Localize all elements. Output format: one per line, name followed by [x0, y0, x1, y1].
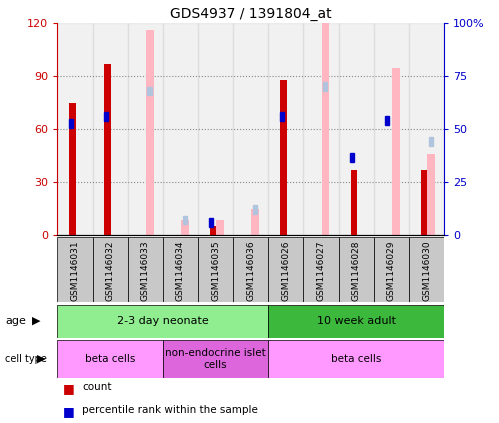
Bar [268, 305, 444, 338]
Bar [268, 237, 303, 302]
Bar [183, 216, 187, 224]
Bar [146, 30, 154, 235]
Bar [163, 237, 198, 302]
Bar [57, 237, 92, 302]
Text: ▶: ▶ [32, 316, 41, 326]
Bar [303, 23, 339, 235]
Text: 2-3 day neonate: 2-3 day neonate [117, 316, 209, 326]
Bar [57, 305, 268, 338]
Bar [339, 237, 374, 302]
Title: GDS4937 / 1391804_at: GDS4937 / 1391804_at [170, 7, 331, 21]
Bar [251, 209, 259, 235]
Bar [216, 220, 224, 235]
Text: GSM1146026: GSM1146026 [281, 240, 290, 301]
Text: cell type: cell type [5, 354, 47, 364]
Text: GSM1146029: GSM1146029 [387, 240, 396, 301]
Text: ■: ■ [62, 382, 74, 395]
Bar [69, 119, 73, 128]
Bar [92, 23, 128, 235]
Text: beta cells: beta cells [85, 354, 135, 364]
Bar [57, 23, 92, 235]
Bar [279, 112, 284, 121]
Bar [374, 23, 409, 235]
Bar [104, 112, 108, 121]
Text: GSM1146028: GSM1146028 [352, 240, 361, 301]
Bar [409, 23, 444, 235]
Bar [198, 23, 233, 235]
Bar [233, 23, 268, 235]
Bar [233, 237, 268, 302]
Bar [280, 80, 286, 235]
Bar [104, 64, 111, 235]
Text: 10 week adult: 10 week adult [317, 316, 396, 326]
Text: non-endocrine islet
cells: non-endocrine islet cells [165, 348, 266, 370]
Bar [409, 237, 444, 302]
Bar [128, 237, 163, 302]
Text: GSM1146030: GSM1146030 [422, 240, 431, 301]
Text: beta cells: beta cells [331, 354, 381, 364]
Text: ▶: ▶ [37, 354, 46, 364]
Bar [128, 23, 163, 235]
Text: GSM1146033: GSM1146033 [141, 240, 150, 301]
Text: GSM1146032: GSM1146032 [106, 240, 115, 301]
Bar [427, 154, 435, 235]
Text: GSM1146036: GSM1146036 [246, 240, 255, 301]
Bar [210, 226, 216, 235]
Bar [374, 237, 409, 302]
Text: GSM1146031: GSM1146031 [70, 240, 79, 301]
Bar [303, 237, 339, 302]
Text: GSM1146034: GSM1146034 [176, 240, 185, 301]
Bar [268, 23, 303, 235]
Bar [351, 170, 357, 235]
Text: percentile rank within the sample: percentile rank within the sample [82, 405, 258, 415]
Bar [69, 103, 76, 235]
Text: GSM1146035: GSM1146035 [211, 240, 220, 301]
Bar [92, 237, 128, 302]
Bar [323, 82, 327, 91]
Bar [322, 0, 329, 235]
Text: count: count [82, 382, 112, 392]
Bar [421, 170, 427, 235]
Bar [339, 23, 374, 235]
Bar [429, 137, 433, 146]
Bar [147, 87, 152, 95]
Bar [253, 205, 257, 214]
Text: age: age [5, 316, 26, 326]
Bar [209, 218, 214, 227]
Bar [268, 340, 444, 378]
Bar [181, 220, 189, 235]
Bar [163, 23, 198, 235]
Bar [57, 340, 163, 378]
Bar [163, 340, 268, 378]
Text: GSM1146027: GSM1146027 [316, 240, 325, 301]
Bar [392, 68, 400, 235]
Text: ■: ■ [62, 405, 74, 418]
Bar [385, 116, 389, 125]
Bar [350, 153, 354, 162]
Bar [198, 237, 233, 302]
